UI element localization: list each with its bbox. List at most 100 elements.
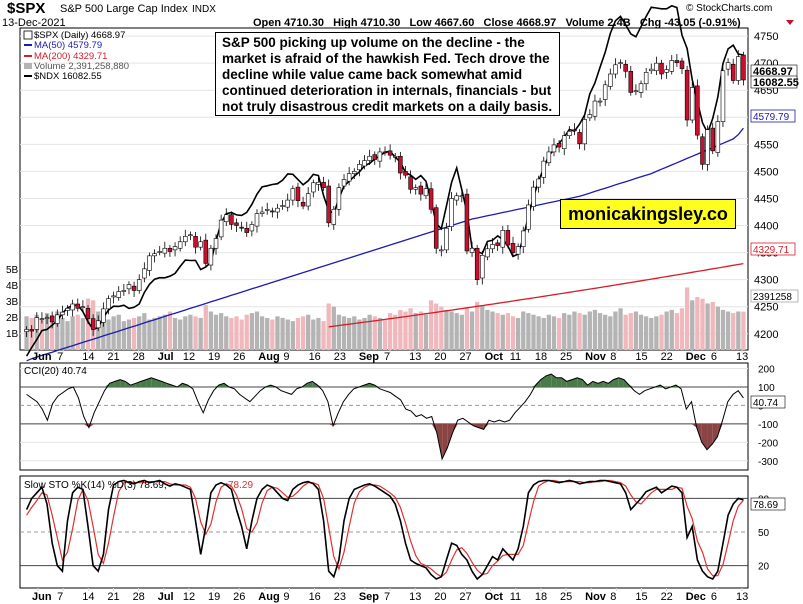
x-tick-label: 21 xyxy=(107,351,119,363)
candle-body xyxy=(270,210,275,213)
candle-body xyxy=(152,253,157,257)
candle-body xyxy=(131,285,137,291)
x-tick-label: 27 xyxy=(459,351,471,363)
sto-k-line xyxy=(25,479,744,581)
volume-bar xyxy=(101,317,106,350)
x-tick-label: Jul xyxy=(158,591,174,603)
volume-bar xyxy=(439,306,444,350)
volume-bar xyxy=(480,305,485,350)
volume-tick-label: 5B xyxy=(6,265,19,276)
candle-body xyxy=(264,208,270,211)
candle-body xyxy=(418,185,424,195)
candle-body xyxy=(331,208,337,225)
price-tick-label: 4200 xyxy=(754,329,778,341)
x-tick-label: 15 xyxy=(635,351,647,363)
x-tick-label: 14 xyxy=(82,351,94,363)
candle-body xyxy=(305,193,311,207)
volume-bar xyxy=(55,311,60,350)
candle-body xyxy=(403,171,408,176)
volume-bar xyxy=(316,317,321,350)
ohlc-summary: Open 4710.30 High 4710.30 Low 4667.60 Cl… xyxy=(253,17,741,29)
sto-value-tag xyxy=(750,497,786,511)
tag-volume: 2391258 xyxy=(753,292,792,303)
x-tick-label: 25 xyxy=(560,351,572,363)
cci-fill-pos xyxy=(561,377,567,387)
candle-body xyxy=(541,160,546,178)
x-tick-label: Jun xyxy=(32,351,52,363)
cci-fill-pos xyxy=(151,377,157,387)
x-tick-label: Jun xyxy=(32,591,52,603)
cci-fill-neg xyxy=(712,423,718,445)
sto-value: 78.69 xyxy=(753,500,778,511)
volume-bar xyxy=(142,313,147,350)
candle-body xyxy=(664,69,669,73)
candle-body xyxy=(39,318,45,320)
candle-body xyxy=(300,201,306,207)
candle-body xyxy=(336,187,342,210)
volume-bar xyxy=(254,311,260,350)
candle-body xyxy=(218,219,224,238)
volume-bar xyxy=(357,319,362,350)
candle-body xyxy=(628,70,634,93)
volume-tick-label: 4B xyxy=(6,281,19,292)
candle-body xyxy=(193,236,198,248)
x-tick-label: 28 xyxy=(133,351,145,363)
ma200-line xyxy=(328,262,744,328)
volume-bar xyxy=(679,308,685,350)
volume-bar xyxy=(341,316,347,350)
candle-body xyxy=(633,90,639,93)
volume-bar xyxy=(567,314,572,350)
volume-bar xyxy=(60,317,65,350)
candle-body xyxy=(608,73,613,87)
volume-bar xyxy=(208,311,214,350)
cci-tick-label: -300 xyxy=(758,457,778,468)
candle-body xyxy=(295,186,301,201)
volume-bar xyxy=(306,314,311,350)
volume-bar xyxy=(485,309,490,350)
x-tick-label: 27 xyxy=(459,591,471,603)
volume-bar xyxy=(137,316,142,350)
volume-bar xyxy=(705,303,710,350)
candle-body xyxy=(705,129,710,165)
candle-body xyxy=(326,185,331,224)
candle-body xyxy=(172,246,178,251)
volume-bar xyxy=(44,313,50,350)
candle-body xyxy=(587,114,593,119)
candle-body xyxy=(280,205,285,207)
x-tick-label: Jul xyxy=(158,351,174,363)
price-tick-label: 4500 xyxy=(754,166,778,178)
cci-value-tag xyxy=(750,395,786,409)
legend: $SPX (Daily) 4668.97 MA(50) 4579.79 MA(2… xyxy=(23,30,129,82)
volume-bar xyxy=(526,313,531,350)
volume-bar xyxy=(423,314,429,350)
candle-body xyxy=(65,308,70,311)
x-tick-label: Sep xyxy=(359,351,379,363)
tag-ma50: 4579.79 xyxy=(753,112,790,123)
volume-bar xyxy=(270,319,275,350)
legend-volume: Volume 2,391,258,880 xyxy=(34,61,129,72)
candle-body xyxy=(106,298,111,310)
x-tick-label: 7 xyxy=(57,591,63,603)
x-tick-label: Nov xyxy=(585,591,607,603)
sto-tick-label: 50 xyxy=(758,528,770,539)
volume-bar xyxy=(131,317,137,350)
volume-bar xyxy=(213,314,219,350)
volume-bar xyxy=(731,313,736,350)
candle-body xyxy=(454,195,459,201)
tag-close: 4668.97 xyxy=(753,66,793,78)
x-tick-label: 9 xyxy=(283,591,289,603)
volume-bar xyxy=(126,319,132,350)
cci-fill-pos xyxy=(608,379,614,387)
cci-value: 40.74 xyxy=(753,398,778,409)
candle-body xyxy=(592,100,598,117)
volume-bar xyxy=(295,317,301,350)
candle-body xyxy=(561,135,567,149)
volume-bar xyxy=(695,297,700,350)
sto-d-path xyxy=(26,479,744,578)
cci-panel xyxy=(19,362,749,471)
candle-body xyxy=(398,155,403,174)
price-tick-label: 4550 xyxy=(754,139,778,151)
volume-bar xyxy=(700,298,705,350)
candle-body xyxy=(741,54,746,81)
candle-body xyxy=(321,181,326,188)
